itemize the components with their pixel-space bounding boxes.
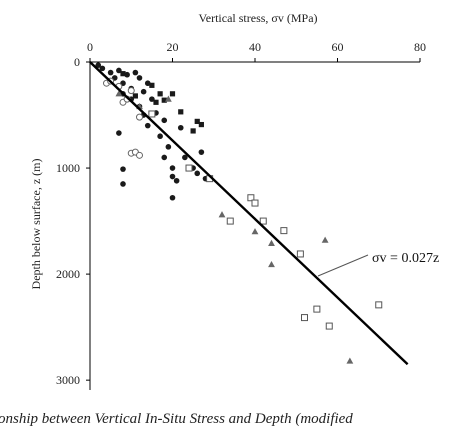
data-point-filled-square — [194, 118, 200, 124]
data-point-filled-circle — [198, 149, 205, 155]
data-point-filled-circle — [140, 88, 147, 95]
data-point-filled-square — [161, 97, 167, 103]
data-point-filled-circle — [124, 71, 130, 78]
plot-frame — [89, 61, 420, 390]
data-point-filled-circle — [120, 181, 126, 187]
trend-line — [89, 61, 409, 366]
data-points — [95, 62, 383, 364]
data-point-open-square — [280, 227, 288, 235]
data-point-filled-circle — [116, 130, 122, 136]
data-point-filled-circle — [149, 96, 155, 102]
x-tick-label: 80 — [414, 40, 426, 54]
data-point-filled-circle — [169, 194, 176, 201]
data-point-filled-circle — [165, 144, 172, 150]
data-point-filled-square — [178, 109, 184, 115]
data-point-filled-circle — [95, 62, 102, 68]
data-point-open-square — [313, 305, 321, 313]
x-tick-label: 20 — [167, 40, 179, 54]
data-point-filled-circle — [194, 170, 201, 177]
x-tick-label: 60 — [332, 40, 344, 54]
y-tick-label: 0 — [74, 55, 80, 69]
data-point-filled-circle — [120, 166, 126, 172]
figure-caption-text: lationship between Vertical In-Situ Stre… — [0, 411, 353, 427]
y-tick-label: 3000 — [56, 373, 80, 387]
data-point-open-square — [259, 217, 267, 225]
y-tick-labels: 0 1000 2000 3000 — [56, 55, 90, 387]
y-tick-label: 2000 — [56, 267, 80, 281]
data-point-filled-triangle — [164, 95, 172, 102]
data-point-filled-circle — [177, 124, 184, 131]
data-point-filled-circle — [116, 67, 122, 74]
data-point-open-square — [375, 301, 383, 309]
data-point-filled-square — [153, 99, 159, 105]
x-tick-labels: 0 20 40 60 80 — [87, 40, 426, 62]
figure-caption: lationship between Vertical In-Situ Stre… — [0, 409, 474, 430]
data-point-filled-circle — [132, 69, 139, 76]
data-point-filled-circle — [157, 133, 163, 140]
data-point-filled-square — [120, 71, 126, 77]
x-tick-label: 0 — [87, 40, 93, 54]
annotation-leader-line — [317, 254, 369, 277]
data-point-filled-triangle — [268, 260, 275, 268]
data-point-filled-triangle — [218, 211, 226, 218]
trend-label: σv = 0.027z — [372, 251, 439, 266]
data-point-open-circle — [127, 87, 135, 95]
y-axis-label-text: Depth below surface, z (m) — [29, 159, 43, 290]
data-point-open-square — [251, 199, 259, 207]
data-point-filled-square — [190, 128, 196, 134]
data-point-open-square — [325, 322, 333, 330]
data-point-filled-circle — [144, 80, 151, 87]
x-tick-label: 40 — [249, 40, 261, 54]
data-point-filled-circle — [107, 69, 114, 76]
y-tick-label: 1000 — [56, 161, 80, 175]
data-point-open-circle — [136, 151, 143, 159]
x-axis-label-text: Vertical stress, σv (MPa) — [198, 11, 317, 25]
data-point-filled-square — [198, 121, 204, 128]
data-point-filled-square — [169, 91, 176, 97]
data-point-open-square — [185, 164, 193, 172]
data-point-filled-circle — [99, 65, 106, 72]
data-point-filled-circle — [182, 154, 188, 161]
y-axis-label: Depth below surface, z (m) — [29, 159, 43, 290]
data-point-filled-triangle — [251, 228, 259, 235]
data-point-open-square — [247, 194, 255, 202]
data-point-filled-triangle — [268, 239, 275, 246]
data-point-filled-square — [157, 91, 163, 97]
data-point-open-circle — [136, 113, 143, 121]
data-point-filled-circle — [161, 154, 168, 161]
data-point-filled-triangle — [115, 90, 123, 97]
data-point-filled-circle — [169, 173, 176, 180]
data-point-filled-square — [149, 82, 155, 88]
data-point-filled-circle — [173, 177, 180, 184]
data-point-filled-circle — [161, 117, 168, 124]
data-point-open-square — [226, 217, 234, 225]
data-point-filled-circle — [144, 122, 151, 129]
x-axis-label: Vertical stress, σv (MPa) — [198, 11, 317, 25]
data-point-filled-circle — [136, 75, 143, 81]
data-point-open-square — [301, 314, 308, 322]
data-point-filled-triangle — [321, 236, 329, 243]
data-point-filled-circle — [169, 165, 176, 171]
data-point-open-square — [296, 250, 304, 258]
data-point-open-square — [148, 110, 156, 118]
data-point-filled-square — [132, 93, 138, 99]
data-point-filled-triangle — [346, 357, 354, 364]
